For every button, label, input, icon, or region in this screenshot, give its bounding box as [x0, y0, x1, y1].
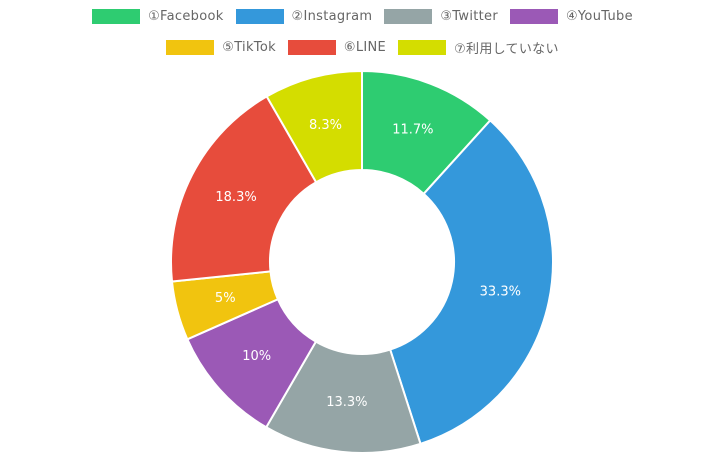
donut-slices — [170, 69, 554, 454]
legend-label-youtube: ④YouTube — [565, 9, 633, 24]
legend-row-1: ①Facebook ②Instagram ③Twitter ④YouTube — [0, 9, 725, 24]
legend-item-facebook[interactable]: ①Facebook — [92, 9, 223, 24]
legend-item-not-using[interactable]: ⑦利用していない — [398, 38, 559, 57]
slice-not-using[interactable] — [265, 69, 363, 184]
legend-swatch-line — [287, 40, 336, 55]
slice-line[interactable] — [170, 95, 318, 283]
slice-label-tiktok: 5% — [215, 291, 236, 306]
slice-label-youtube: 10% — [242, 349, 271, 364]
legend-swatch-tiktok — [166, 40, 215, 55]
slice-label-instagram: 33.3% — [480, 284, 521, 299]
legend-swatch-youtube — [509, 9, 558, 24]
legend-label-facebook: ①Facebook — [148, 9, 224, 24]
legend-label-line: ⑥LINE — [343, 40, 387, 55]
legend-label-tiktok: ⑤TikTok — [222, 40, 276, 55]
legend-item-twitter[interactable]: ③Twitter — [384, 9, 498, 24]
legend-row-2: ⑤TikTok ⑥LINE ⑦利用していない — [0, 38, 725, 57]
legend-item-tiktok[interactable]: ⑤TikTok — [166, 40, 276, 55]
legend-swatch-instagram — [235, 9, 284, 24]
legend-item-line[interactable]: ⑥LINE — [287, 40, 387, 55]
legend-label-not-using: ⑦利用していない — [454, 42, 559, 57]
legend-item-instagram[interactable]: ②Instagram — [235, 9, 373, 24]
slice-label-line: 18.3% — [215, 190, 256, 205]
slice-label-twitter: 13.3% — [326, 395, 367, 410]
legend-item-youtube[interactable]: ④YouTube — [509, 9, 633, 24]
legend-label-twitter: ③Twitter — [440, 9, 498, 24]
legend-label-instagram: ②Instagram — [291, 9, 373, 24]
donut-slice-labels: 11.7% 33.3% 13.3% 10% 5% 18.3% 8.3% — [215, 118, 521, 410]
slice-instagram[interactable] — [388, 119, 554, 446]
legend-swatch-facebook — [92, 9, 141, 24]
slice-label-not-using: 8.3% — [309, 118, 342, 133]
legend-swatch-twitter — [384, 9, 433, 24]
legend-swatch-not-using — [398, 40, 447, 55]
slice-label-facebook: 11.7% — [392, 122, 433, 137]
legend: ①Facebook ②Instagram ③Twitter ④YouTube ⑤… — [0, 0, 725, 64]
